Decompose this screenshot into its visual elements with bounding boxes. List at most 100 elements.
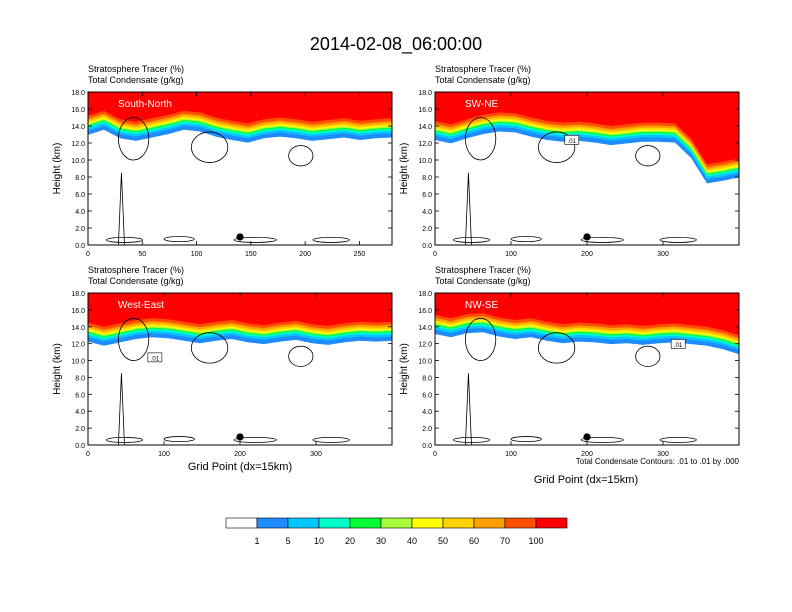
colorbar-label: 50 xyxy=(438,536,448,546)
condensate-contour xyxy=(163,436,195,443)
y-tick-label: 8.0 xyxy=(422,375,432,382)
x-tick-label: 200 xyxy=(299,251,311,258)
x-tick-label: 250 xyxy=(354,251,366,258)
plot-area xyxy=(88,293,392,445)
y-tick-label: 10.0 xyxy=(418,359,432,366)
condensate-contour xyxy=(464,117,497,161)
colorbar-swatch xyxy=(349,517,382,529)
y-tick-label: 12.0 xyxy=(418,141,432,148)
location-marker xyxy=(583,433,591,441)
contour-label-text: .01 xyxy=(151,356,160,362)
y-tick-label: 12.0 xyxy=(418,342,432,349)
y-axis-label: Height (km) xyxy=(52,343,63,395)
tracer-band-top xyxy=(88,293,392,317)
panels-group: South-North 0.0 2.0 4.0 6.0 8.0 10.0 12.0 14.0 16… xyxy=(52,64,740,458)
panel-subtitle-condensate: Total Condensate (g/kg) xyxy=(435,75,531,85)
x-tick-label: 0 xyxy=(433,451,437,458)
tracer-band-top xyxy=(435,293,739,326)
y-tick-label: 0.0 xyxy=(422,443,432,450)
x-tick-label: 200 xyxy=(581,451,593,458)
y-tick-label: 8.0 xyxy=(75,375,85,382)
y-tick-label: 4.0 xyxy=(75,209,85,216)
colorbar-swatch xyxy=(504,517,537,529)
panel-frame xyxy=(87,91,393,246)
colorbar-label: 70 xyxy=(500,536,510,546)
contour-label-text: .01 xyxy=(568,139,577,145)
colorbar-swatch xyxy=(473,517,506,529)
colorbar-label: 5 xyxy=(285,536,290,546)
condensate-contour xyxy=(635,345,661,367)
panel-subtitle-condensate: Total Condensate (g/kg) xyxy=(88,75,184,85)
colorbar-label: 10 xyxy=(314,536,324,546)
x-tick-label: 0 xyxy=(86,251,90,258)
plot-area xyxy=(435,92,739,245)
colorbar-label: 20 xyxy=(345,536,355,546)
panel-section-label: West-East xyxy=(118,300,164,311)
y-tick-label: 2.0 xyxy=(422,426,432,433)
contour-note: Total Condensate Contours: .01 to .01 by… xyxy=(576,457,740,466)
y-tick-label: 6.0 xyxy=(422,392,432,399)
y-tick-label: 18.0 xyxy=(418,291,432,298)
y-tick-label: 16.0 xyxy=(418,308,432,315)
condensate-contour xyxy=(233,236,277,243)
condensate-contour xyxy=(537,332,576,364)
y-tick-label: 4.0 xyxy=(422,409,432,416)
y-tick-label: 14.0 xyxy=(418,124,432,131)
y-tick-label: 8.0 xyxy=(422,175,432,182)
x-tick-label: 100 xyxy=(191,251,203,258)
condensate-contour xyxy=(510,236,542,242)
location-marker xyxy=(236,433,244,441)
y-tick-label: 2.0 xyxy=(75,226,85,233)
condensate-contour xyxy=(580,236,624,243)
condensate-contour xyxy=(312,236,350,243)
colorbar-label: 100 xyxy=(528,536,543,546)
y-axis-label: Height (km) xyxy=(52,143,63,195)
condensate-contour xyxy=(635,145,661,167)
condensate-contour xyxy=(537,131,576,163)
contour-label-box xyxy=(147,352,163,363)
panel-subtitle-tracer: Stratosphere Tracer (%) xyxy=(435,265,531,275)
x-tick-label: 0 xyxy=(433,251,437,258)
colorbar-swatch xyxy=(442,517,475,529)
colorbar-swatch xyxy=(225,517,258,529)
y-tick-label: 2.0 xyxy=(422,226,432,233)
y-tick-label: 12.0 xyxy=(71,141,85,148)
panel-1: South-North 0.0 2.0 4.0 6.0 8.0 10.0 12.0 14.0 16… xyxy=(52,64,393,258)
location-marker xyxy=(236,233,244,241)
contour-label-box xyxy=(670,339,686,349)
panel-3: West-East .01 0.0 2.0 4.0 6.0 8.0 10.0 12.0 14.0 1… xyxy=(52,265,393,458)
colorbar-swatch xyxy=(380,517,413,529)
condensate-contour xyxy=(163,236,195,242)
panel-subtitle-condensate: Total Condensate (g/kg) xyxy=(88,276,184,286)
colorbar-label: 60 xyxy=(469,536,479,546)
condensate-contour xyxy=(510,436,542,443)
plot-area xyxy=(435,293,739,445)
colorbar-swatch xyxy=(318,517,351,529)
y-tick-label: 16.0 xyxy=(418,107,432,114)
panel-subtitle-tracer: Stratosphere Tracer (%) xyxy=(88,265,184,275)
y-tick-label: 6.0 xyxy=(422,192,432,199)
condensate-contour xyxy=(190,332,229,364)
x-tick-label: 100 xyxy=(158,451,170,458)
y-tick-label: 18.0 xyxy=(418,90,432,97)
condensate-column-contour xyxy=(465,373,472,445)
y-tick-label: 0.0 xyxy=(75,443,85,450)
colorbar: 1 5 10 20 30 40 50 60 70 100 xyxy=(225,517,568,546)
x-tick-label: 300 xyxy=(657,451,669,458)
y-tick-label: 10.0 xyxy=(418,158,432,165)
x-axis-label-left: Grid Point (dx=15km) xyxy=(188,461,292,473)
x-tick-label: 0 xyxy=(86,451,90,458)
y-tick-label: 8.0 xyxy=(75,175,85,182)
condensate-contour xyxy=(659,436,697,443)
panel-subtitle-tracer: Stratosphere Tracer (%) xyxy=(88,64,184,74)
y-axis-label: Height (km) xyxy=(399,343,410,395)
y-tick-label: 14.0 xyxy=(418,325,432,332)
x-tick-label: 300 xyxy=(310,451,322,458)
x-tick-label: 300 xyxy=(657,251,669,258)
y-tick-label: 6.0 xyxy=(75,392,85,399)
panel-section-label: SW-NE xyxy=(465,99,498,110)
y-tick-label: 0.0 xyxy=(75,243,85,250)
condensate-column-contour xyxy=(118,373,125,445)
figure-title: 2014-02-08_06:00:00 xyxy=(310,34,482,55)
